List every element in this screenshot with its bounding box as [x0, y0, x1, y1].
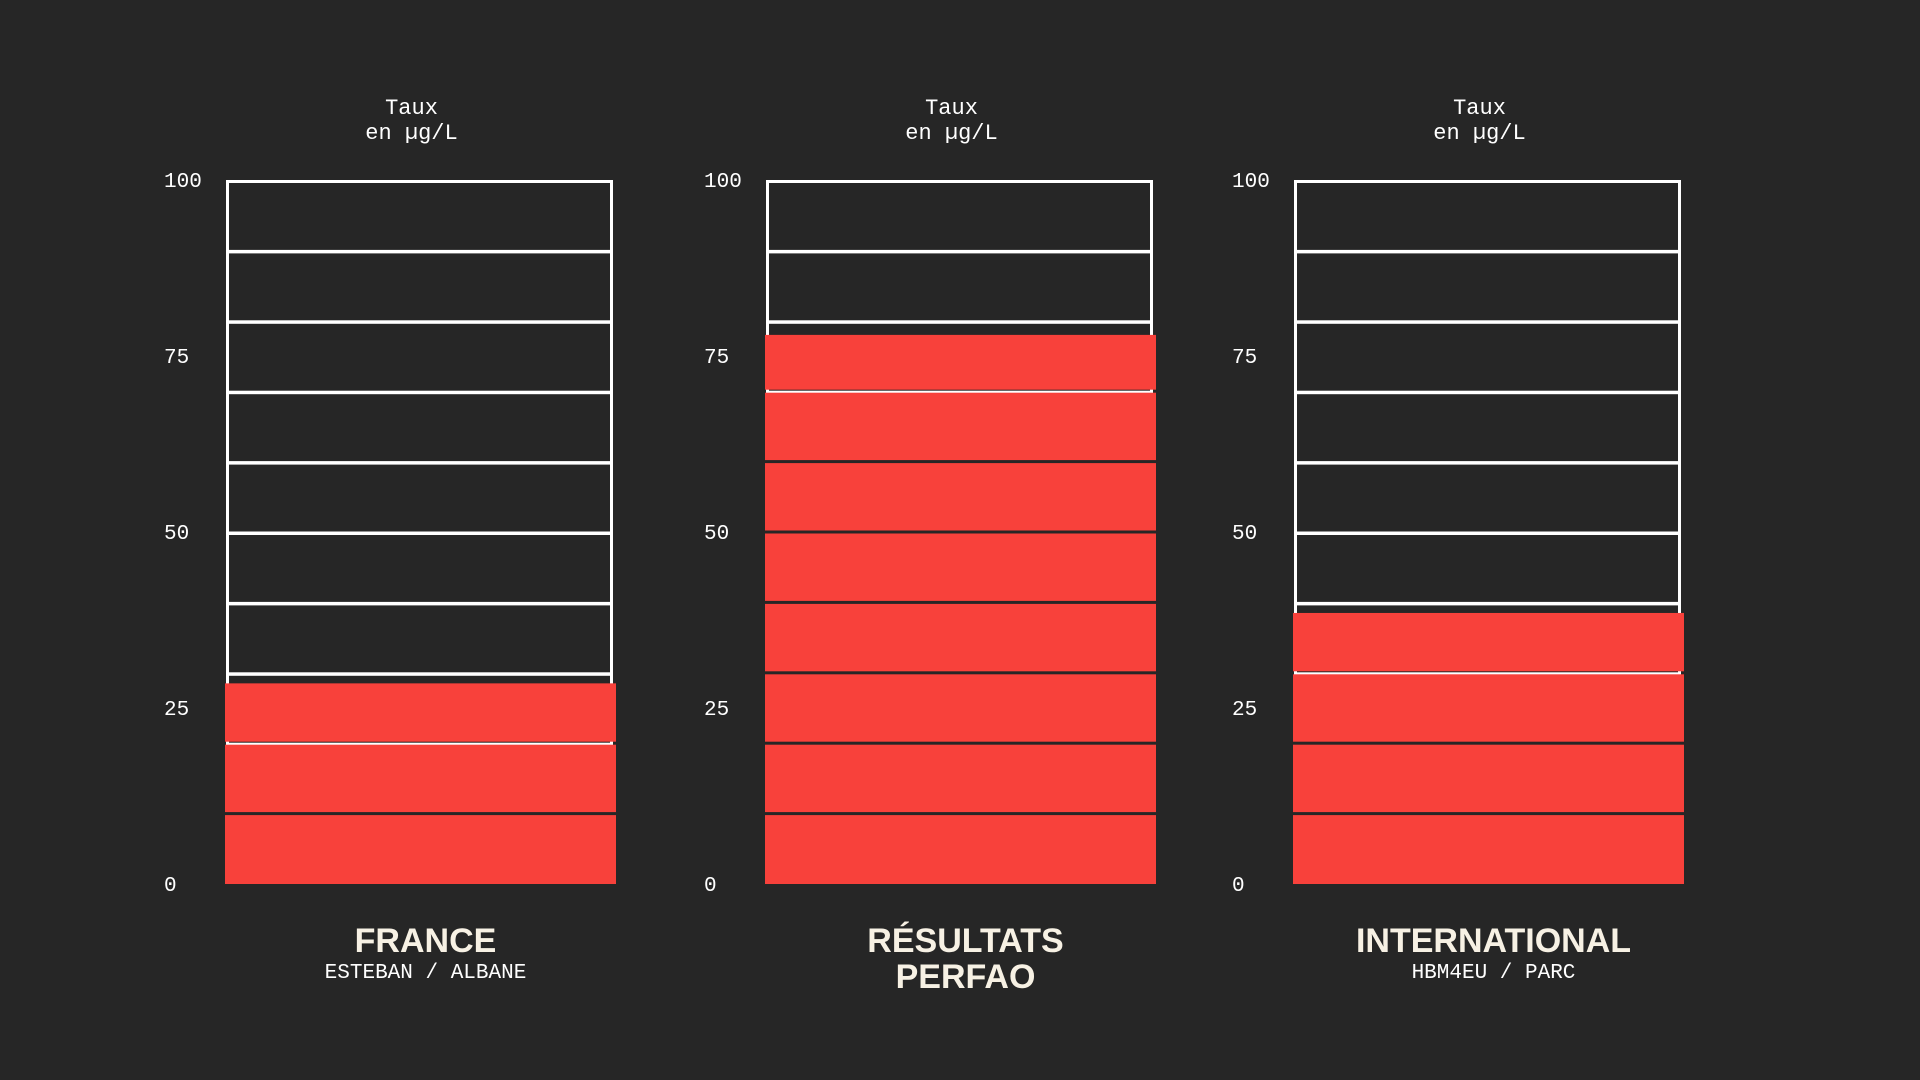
y-tick-label: 50 — [164, 523, 189, 546]
bar-segment — [225, 744, 616, 813]
bar-segment — [765, 533, 1156, 601]
y-tick-label: 100 — [1232, 171, 1270, 194]
y-tick-label: 0 — [164, 875, 177, 898]
empty-cell — [1294, 250, 1681, 324]
bar-segment — [1293, 612, 1684, 672]
empty-cell — [766, 250, 1153, 324]
unit-label-line-1: Taux — [1453, 96, 1506, 121]
y-tick-label: 0 — [704, 875, 717, 898]
bar-segment — [765, 334, 1156, 390]
panel-title: FRANCE — [355, 922, 497, 960]
empty-cell — [226, 461, 613, 535]
y-tick-label: 75 — [1232, 347, 1257, 370]
bar-segment — [765, 815, 1156, 884]
panel-title: RÉSULTATS — [867, 922, 1063, 960]
y-tick-label: 75 — [704, 347, 729, 370]
bar-segment — [765, 392, 1156, 461]
y-tick-label: 25 — [1232, 699, 1257, 722]
y-tick-label: 25 — [704, 699, 729, 722]
empty-cell — [226, 180, 613, 253]
empty-cell — [1294, 320, 1681, 394]
panel-subtitle: ESTEBAN / ALBANE — [325, 962, 527, 985]
unit-label-line-2: en µg/L — [905, 121, 997, 146]
panel-subtitle: HBM4EU / PARC — [1412, 962, 1576, 985]
empty-cell — [1294, 461, 1681, 535]
unit-label-line-2: en µg/L — [1433, 121, 1525, 146]
panel-title: INTERNATIONAL — [1356, 922, 1631, 960]
unit-label-line-1: Taux — [925, 96, 978, 121]
unit-label-line-2: en µg/L — [365, 121, 457, 146]
bar-segment — [225, 683, 616, 742]
bar-segment — [1293, 815, 1684, 884]
y-tick-label: 25 — [164, 699, 189, 722]
bar-segment — [765, 744, 1156, 813]
empty-cell — [226, 391, 613, 465]
unit-label-line-1: Taux — [385, 96, 438, 121]
y-tick-label: 50 — [1232, 523, 1257, 546]
y-tick-label: 0 — [1232, 875, 1245, 898]
bar-segment — [765, 603, 1156, 672]
y-tick-label: 75 — [164, 347, 189, 370]
panel-title: PERFAO — [896, 958, 1036, 996]
bar-segment — [1293, 744, 1684, 813]
empty-cell — [226, 320, 613, 394]
empty-cell — [766, 180, 1153, 253]
empty-cell — [226, 602, 613, 676]
bar-segment — [765, 674, 1156, 742]
y-tick-label: 100 — [704, 171, 742, 194]
empty-cell — [226, 532, 613, 605]
empty-cell — [1294, 180, 1681, 253]
y-tick-label: 100 — [164, 171, 202, 194]
empty-cell — [1294, 532, 1681, 605]
bar-segment — [1293, 674, 1684, 742]
bar-segment — [765, 463, 1156, 531]
empty-cell — [1294, 391, 1681, 465]
empty-cell — [226, 250, 613, 324]
bar-segment — [225, 815, 616, 884]
y-tick-label: 50 — [704, 523, 729, 546]
